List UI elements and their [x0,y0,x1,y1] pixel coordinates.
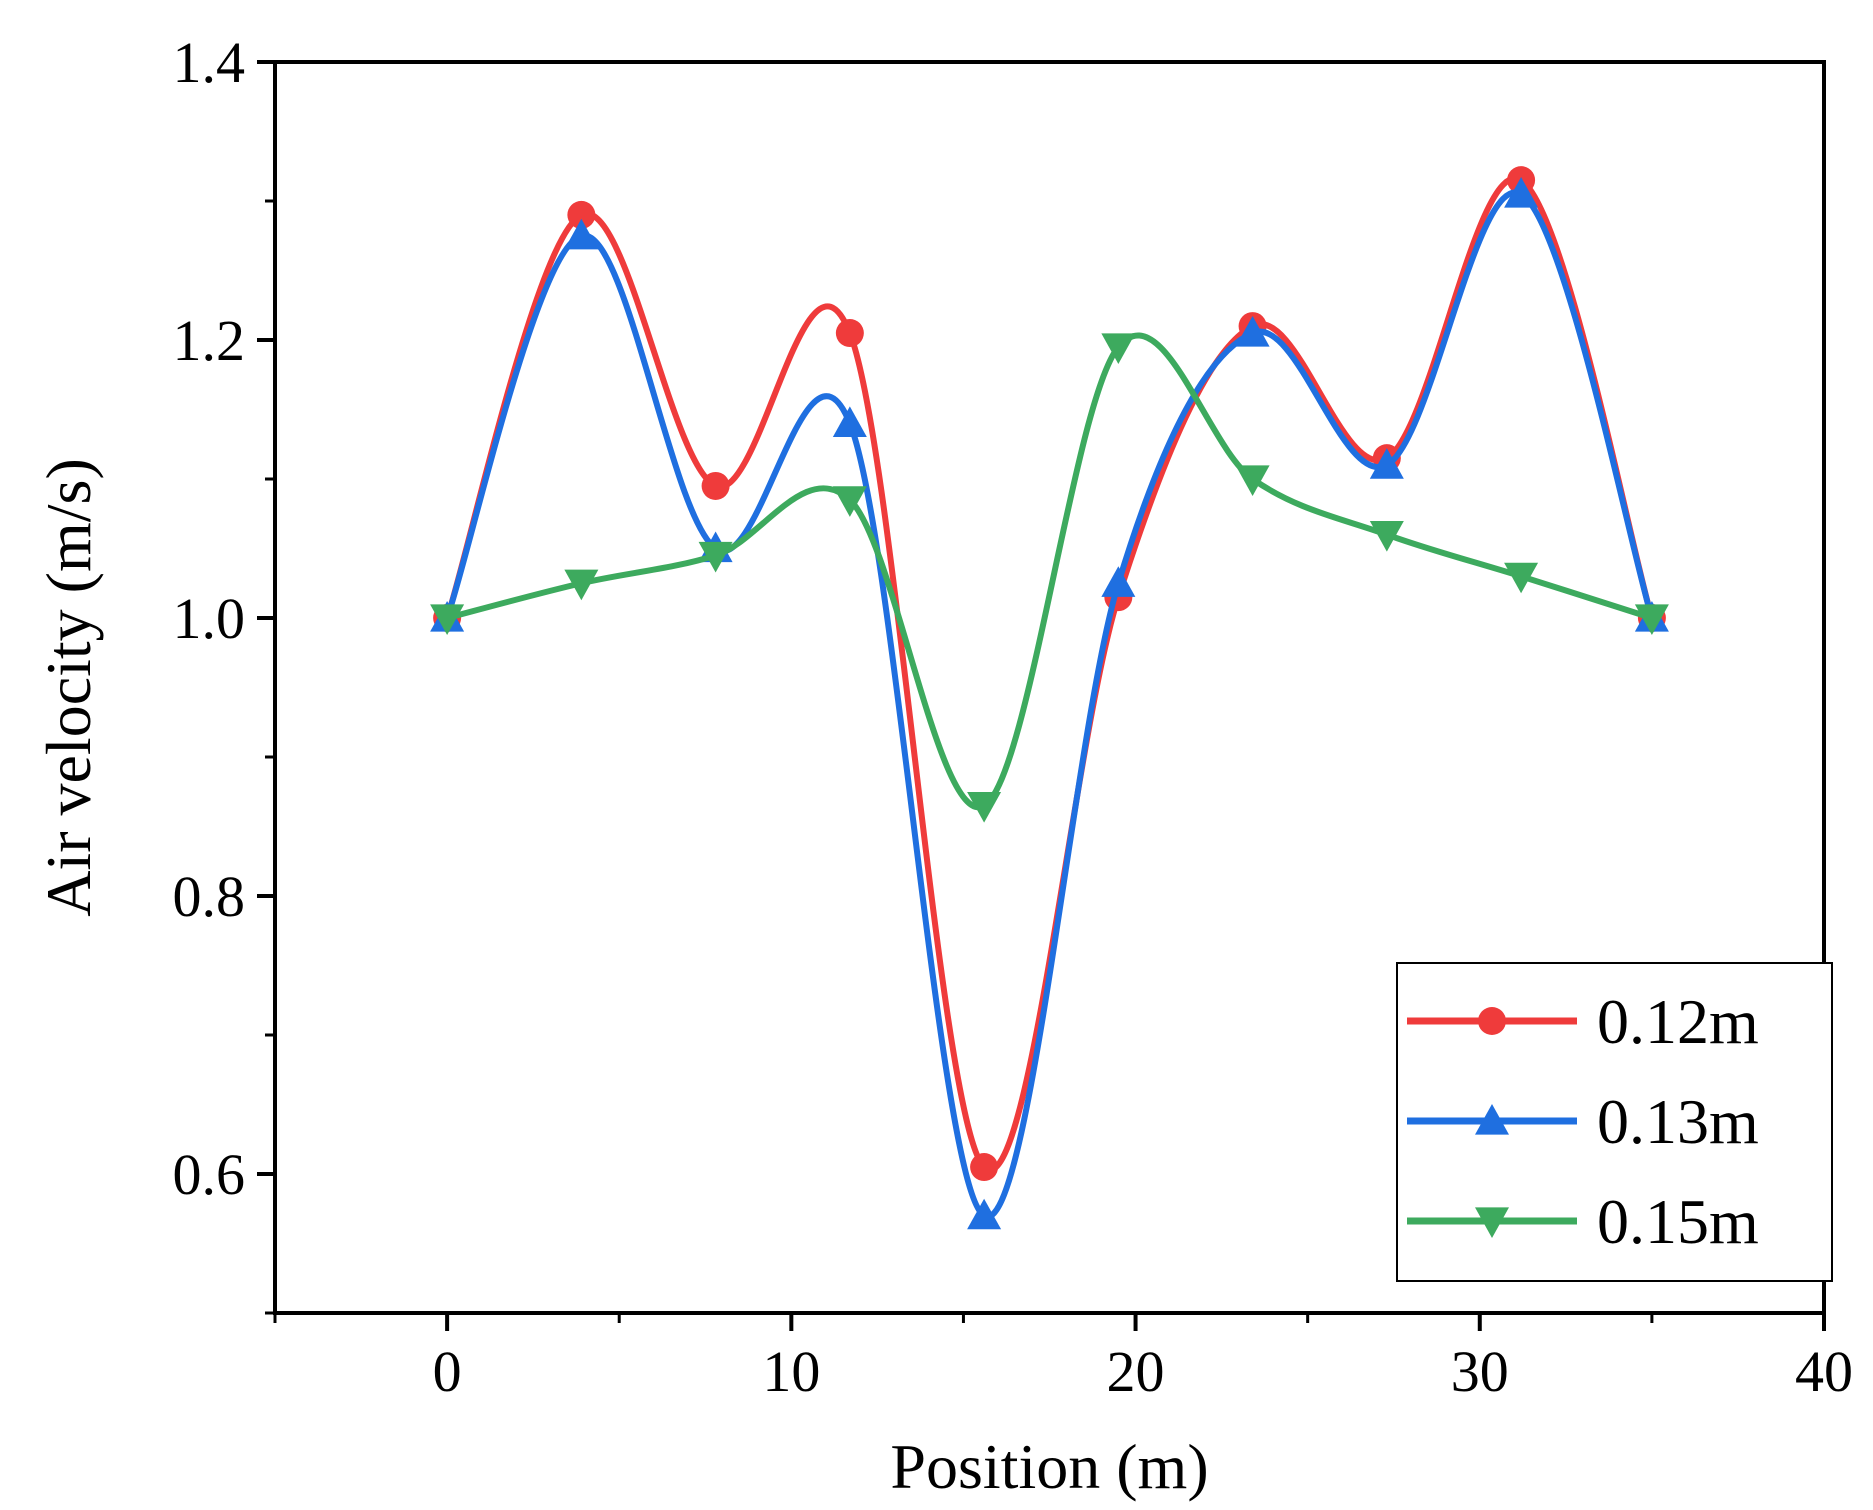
x-tick-label: 30 [1451,1339,1509,1404]
x-tick-label: 20 [1107,1339,1165,1404]
x-tick-label: 10 [762,1339,820,1404]
legend-item: 0.12m [1407,986,1759,1057]
series-line [444,175,1655,1173]
legend-label: 0.15m [1597,1186,1759,1257]
data-point [430,604,465,635]
legend-item: 0.15m [1407,1186,1759,1257]
data-point [967,792,1002,823]
data-point [1101,566,1136,597]
y-axis-title: Air velocity (m/s) [33,458,104,917]
data-point [698,541,733,573]
x-axis-title: Position (m) [890,1431,1208,1502]
y-tick-label: 1.2 [173,308,246,373]
data-point [1235,316,1270,347]
data-point [1504,562,1539,594]
y-tick-labels: 0.6 0.8 1.0 1.2 1.4 [173,30,246,1207]
data-point [564,569,599,601]
data-point [1235,465,1270,496]
data-point [1101,333,1136,364]
data-point [701,471,730,500]
series-line [444,189,1655,1220]
legend-item: 0.13m [1407,1086,1759,1157]
y-tick-label: 1.4 [173,30,246,95]
data-point [1504,177,1539,208]
data-point [832,486,867,517]
x-tick-label: 40 [1795,1339,1853,1404]
y-tick-label: 1.0 [173,586,246,651]
data-point [1369,521,1404,552]
x-tick-label: 0 [433,1339,462,1404]
series-layer [430,166,1669,1230]
series-0.15m [430,332,1669,823]
data-point [835,319,864,348]
data-point [1369,448,1404,479]
y-tick-label: 0.6 [173,1142,246,1207]
data-point [567,200,596,229]
data-point [970,1153,999,1182]
legend-marker [1478,1007,1506,1035]
series-line [446,332,1653,811]
data-point [832,406,867,437]
data-point [1634,604,1669,635]
plot-frame [273,60,1826,1315]
data-point [564,218,599,250]
legend: 0.12m 0.13m 0.15m [1396,962,1833,1282]
data-point [967,1198,1002,1230]
legend-marker [1475,1207,1509,1238]
y-tick-label: 0.8 [173,864,246,929]
legend-marker [1475,1104,1509,1135]
x-tick-labels: 0 10 20 30 40 [433,1339,1853,1404]
legend-items: 0.12m 0.13m 0.15m [1407,986,1759,1257]
legend-label: 0.13m [1597,1086,1759,1157]
legend-label: 0.12m [1597,986,1759,1057]
major-ticks [257,60,1826,1331]
